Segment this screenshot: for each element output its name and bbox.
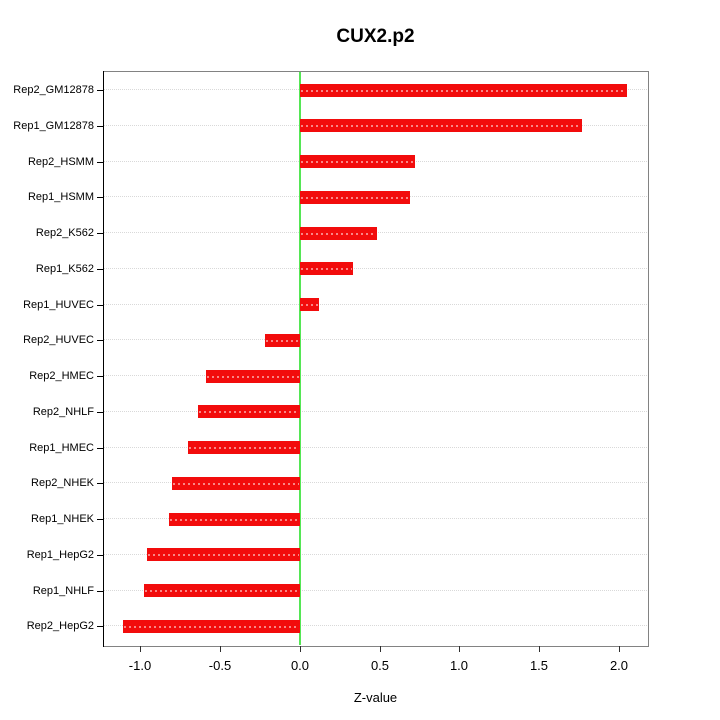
y-axis-tick [97,448,103,449]
x-axis-tick [140,646,141,652]
x-axis-tick [220,646,221,652]
y-axis-label-Rep1_HMEC: Rep1_HMEC [29,442,94,454]
bar-Rep1_K562 [300,262,353,275]
y-axis-label-Rep1_NHEK: Rep1_NHEK [31,513,94,525]
y-axis-label-Rep1_GM12878: Rep1_GM12878 [13,120,94,132]
gridline [104,447,647,448]
y-axis-tick [97,162,103,163]
y-axis-label-Rep2_HepG2: Rep2_HepG2 [26,620,94,632]
x-axis-title: Z-value [353,690,398,705]
bar-Rep2_K562 [300,227,377,240]
x-axis-tick-label: 0.0 [290,658,310,673]
gridline [104,375,647,376]
bar-Rep2_GM12878 [300,84,627,97]
y-axis-label-Rep2_HMEC: Rep2_HMEC [29,370,94,382]
x-axis-tick-label: 2.0 [609,658,629,673]
y-axis-label-Rep2_GM12878: Rep2_GM12878 [13,84,94,96]
gridline [104,411,647,412]
y-axis-line [103,71,104,647]
y-axis-tick [97,269,103,270]
bar-Rep1_HSMM [300,191,410,204]
x-axis-tick-label: -0.5 [208,658,232,673]
bar-Rep1_HMEC [188,441,300,454]
y-axis-label-Rep1_HepG2: Rep1_HepG2 [26,549,94,561]
x-axis-tick [539,646,540,652]
gridline [104,268,647,269]
y-axis-label-Rep1_HUVEC: Rep1_HUVEC [23,299,94,311]
bar-Rep2_NHEK [172,477,300,490]
x-axis-tick [459,646,460,652]
y-axis-tick [97,412,103,413]
gridline [104,339,647,340]
y-axis-label-Rep1_K562: Rep1_K562 [35,263,94,275]
bar-Rep1_HUVEC [300,298,319,311]
y-axis-label-Rep2_K562: Rep2_K562 [35,227,94,239]
y-axis-tick [97,305,103,306]
gridline [104,304,647,305]
y-axis-label-Rep2_HSMM: Rep2_HSMM [27,156,94,168]
y-axis-tick [97,197,103,198]
x-axis-tick-label: 1.5 [529,658,549,673]
y-axis-label-Rep2_HUVEC: Rep2_HUVEC [23,334,94,346]
gridline [104,554,647,555]
y-axis-tick [97,90,103,91]
y-axis-tick [97,483,103,484]
bar-Rep2_HMEC [206,370,300,383]
x-axis-tick-label: 0.5 [370,658,390,673]
gridline [104,590,647,591]
y-axis-tick [97,555,103,556]
x-axis-tick [380,646,381,652]
y-axis-label-Rep1_NHLF: Rep1_NHLF [32,585,94,597]
x-axis-tick-label: -1.0 [128,658,152,673]
y-axis-tick [97,233,103,234]
y-axis-label-Rep1_HSMM: Rep1_HSMM [27,191,94,203]
bar-Rep1_NHLF [144,584,300,597]
y-axis-tick [97,340,103,341]
x-axis-tick [300,646,301,652]
zero-reference-line [299,72,301,645]
x-axis-tick-label: 1.0 [449,658,469,673]
bar-Rep2_HSMM [300,155,415,168]
y-axis-tick [97,126,103,127]
y-axis-tick [97,626,103,627]
y-axis-tick [97,591,103,592]
bar-Rep2_NHLF [198,405,300,418]
y-axis-label-Rep2_NHEK: Rep2_NHEK [31,477,94,489]
gridline [104,625,647,626]
y-axis-tick [97,519,103,520]
x-axis-tick [619,646,620,652]
y-axis-tick [97,376,103,377]
bar-Rep2_HepG2 [123,620,300,633]
gridline [104,482,647,483]
chart-title: CUX2.p2 [336,26,415,47]
y-axis-label-Rep2_NHLF: Rep2_NHLF [32,406,94,418]
bar-Rep2_HUVEC [265,334,300,347]
bar-Rep1_NHEK [169,513,300,526]
bar-Rep1_HepG2 [147,548,300,561]
gridline [104,518,647,519]
bar-Rep1_GM12878 [300,119,582,132]
